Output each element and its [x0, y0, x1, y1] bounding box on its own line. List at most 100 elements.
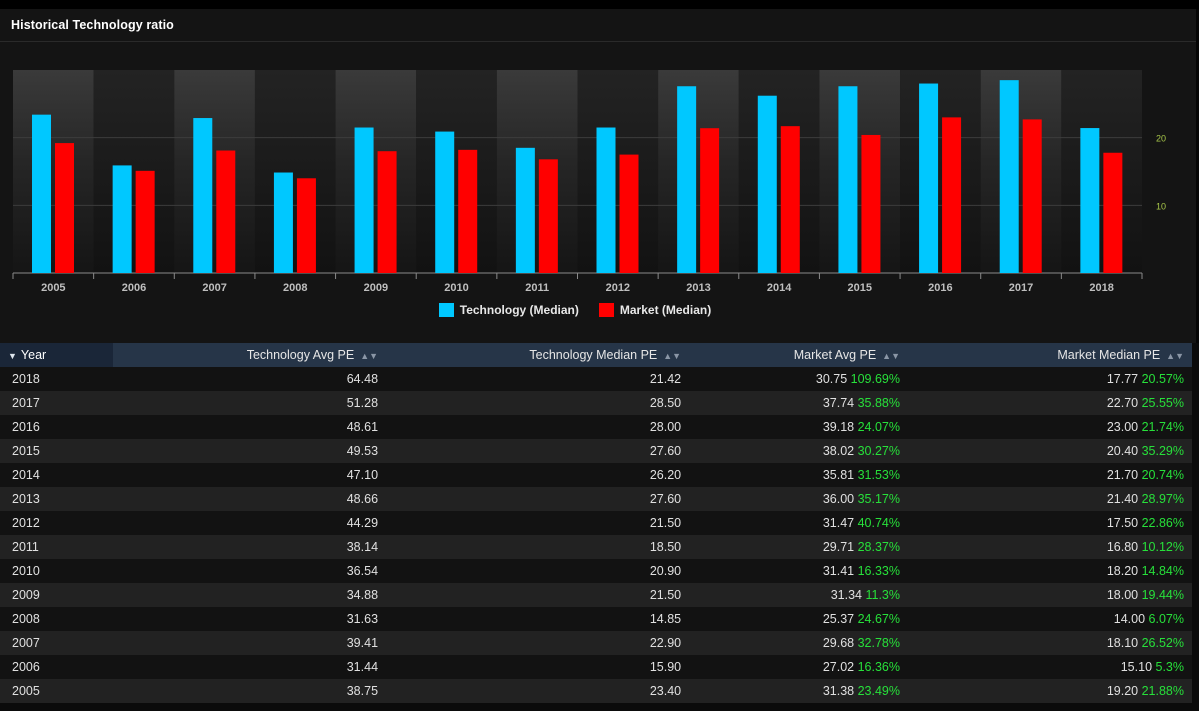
market-median-pct: 21.74% — [1141, 420, 1184, 434]
cell-tech-median-pe: 14.85 — [386, 607, 689, 631]
market-avg-value: 37.74 — [822, 396, 855, 410]
bar-market — [700, 128, 720, 273]
col-header-market-median-label: Market Median PE — [1057, 348, 1161, 362]
sort-icon: ▲︎▼︎ — [1166, 351, 1184, 361]
cell-market-avg-pe: 30.75 109.69% — [689, 367, 908, 391]
cell-year: 2007 — [0, 631, 113, 655]
tech-median-value: 14.85 — [649, 612, 682, 626]
table-row: 2013 48.66 27.60 36.00 35.17% 21.40 28.97% — [0, 487, 1192, 511]
plot-band — [13, 70, 94, 273]
bar-technology — [515, 147, 535, 273]
tech-median-value: 21.50 — [649, 516, 682, 530]
market-avg-pct: 11.3% — [865, 588, 900, 602]
year-value: 2007 — [12, 636, 40, 650]
table-row: 2005 38.75 23.40 31.38 23.49% 19.20 21.88% — [0, 679, 1192, 703]
table-row: 2007 39.41 22.90 29.68 32.78% 18.10 26.52% — [0, 631, 1192, 655]
cell-market-median-pe: 21.70 20.74% — [908, 463, 1192, 487]
bar-market — [861, 134, 881, 273]
market-avg-pct: 16.33% — [857, 564, 900, 578]
sort-icon: ▲︎▼︎ — [360, 351, 379, 361]
market-avg-pct: 32.78% — [857, 636, 900, 650]
cell-market-avg-pe: 31.47 40.74% — [689, 511, 908, 535]
tech-avg-value: 31.63 — [346, 612, 379, 626]
market-avg-pct: 109.69% — [850, 372, 900, 386]
panel-title: Historical Technology ratio — [11, 18, 174, 32]
cell-market-median-pe: 20.40 35.29% — [908, 439, 1192, 463]
year-value: 2016 — [12, 420, 40, 434]
bar-technology — [32, 114, 51, 273]
market-median-pct: 6.07% — [1148, 612, 1184, 626]
bar-technology — [596, 127, 616, 274]
cell-tech-avg-pe: 48.66 — [113, 487, 386, 511]
cell-tech-median-pe: 27.60 — [386, 439, 689, 463]
market-median-pct: 28.97% — [1141, 492, 1184, 506]
col-header-year[interactable]: ▼︎ Year — [0, 343, 113, 367]
plot-band — [174, 70, 255, 273]
tech-avg-value: 64.48 — [346, 372, 379, 386]
market-median-pct: 22.86% — [1141, 516, 1184, 530]
plot-band — [577, 70, 659, 273]
x-tick-label: 2008 — [283, 282, 307, 294]
plot-band — [416, 70, 497, 273]
market-avg-pct: 35.88% — [857, 396, 900, 410]
market-median-value: 23.00 — [1106, 420, 1139, 434]
col-header-market-median-pe[interactable]: Market Median PE ▲︎▼︎ — [908, 343, 1192, 367]
year-value: 2010 — [12, 564, 40, 578]
cell-market-avg-pe: 39.18 24.07% — [689, 415, 908, 439]
cell-year: 2018 — [0, 367, 113, 391]
bar-technology — [435, 131, 455, 273]
legend-item-technology[interactable]: Technology (Median) — [438, 303, 579, 317]
cell-tech-median-pe: 15.90 — [386, 655, 689, 679]
cell-market-median-pe: 16.80 10.12% — [908, 535, 1192, 559]
year-value: 2015 — [12, 444, 40, 458]
chart-legend: Technology (Median) Market (Median) — [0, 303, 1150, 317]
legend-swatch-technology — [438, 303, 454, 317]
market-avg-value: 25.37 — [822, 612, 855, 626]
market-median-pct: 26.52% — [1141, 636, 1184, 650]
cell-market-median-pe: 19.20 21.88% — [908, 679, 1192, 703]
tech-median-value: 15.90 — [649, 660, 682, 674]
table-row: 2012 44.29 21.50 31.47 40.74% 17.50 22.86% — [0, 511, 1192, 535]
market-avg-pct: 24.67% — [857, 612, 900, 626]
market-avg-pct: 28.37% — [857, 540, 900, 554]
cell-tech-avg-pe: 38.14 — [113, 535, 386, 559]
plot-band — [496, 70, 578, 273]
market-median-pct: 35.29% — [1141, 444, 1184, 458]
cell-tech-avg-pe: 44.29 — [113, 511, 386, 535]
market-avg-pct: 16.36% — [857, 660, 900, 674]
cell-year: 2010 — [0, 559, 113, 583]
cell-tech-avg-pe: 31.63 — [113, 607, 386, 631]
market-median-pct: 19.44% — [1141, 588, 1184, 602]
bar-market — [458, 149, 478, 273]
bar-technology — [999, 80, 1019, 274]
sort-icon: ▲︎▼︎ — [882, 351, 900, 361]
cell-market-avg-pe: 29.71 28.37% — [689, 535, 908, 559]
bar-market — [55, 143, 74, 273]
legend-item-market[interactable]: Market (Median) — [598, 303, 711, 317]
cell-market-median-pe: 18.00 19.44% — [908, 583, 1192, 607]
tech-median-value: 21.50 — [649, 588, 682, 602]
col-header-tech-median-pe[interactable]: Technology Median PE ▲︎▼︎ — [386, 343, 689, 367]
x-tick-label: 2017 — [1009, 282, 1033, 294]
table-row: 2010 36.54 20.90 31.41 16.33% 18.20 14.84% — [0, 559, 1192, 583]
plot-band — [1061, 70, 1142, 273]
cell-year: 2014 — [0, 463, 113, 487]
cell-tech-avg-pe: 34.88 — [113, 583, 386, 607]
col-header-tech-avg-pe[interactable]: Technology Avg PE ▲︎▼︎ — [113, 343, 386, 367]
cell-tech-median-pe: 23.40 — [386, 679, 689, 703]
table-row: 2016 48.61 28.00 39.18 24.07% 23.00 21.74% — [0, 415, 1192, 439]
year-value: 2006 — [12, 660, 40, 674]
market-avg-value: 29.68 — [822, 636, 855, 650]
market-median-value: 15.10 — [1120, 660, 1153, 674]
bar-market — [942, 117, 962, 273]
col-header-market-avg-pe[interactable]: Market Avg PE ▲︎▼︎ — [689, 343, 908, 367]
tech-avg-value: 34.88 — [346, 588, 379, 602]
tech-median-value: 18.50 — [649, 540, 682, 554]
bar-market — [780, 126, 800, 273]
market-median-pct: 20.57% — [1141, 372, 1184, 386]
market-median-value: 18.20 — [1106, 564, 1139, 578]
market-avg-value: 35.81 — [822, 468, 855, 482]
plot-band — [738, 70, 820, 273]
cell-tech-avg-pe: 38.75 — [113, 679, 386, 703]
x-tick-label: 2012 — [606, 282, 630, 294]
